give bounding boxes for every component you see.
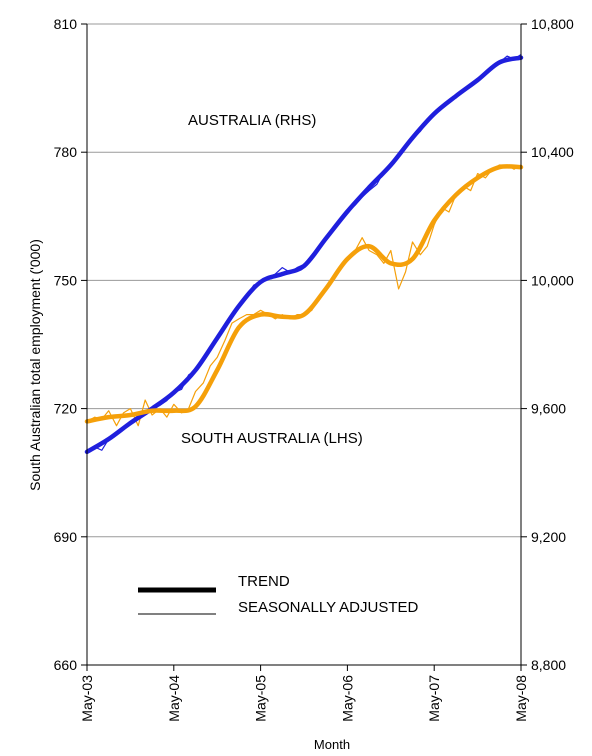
south-australia-seasonally-adjusted-line — [86, 164, 522, 427]
right-axis-tick-label: 9,600 — [531, 401, 566, 417]
left-axis-tick-label: 720 — [54, 401, 78, 417]
left-axis-tick-label: 810 — [54, 16, 78, 32]
gridlines — [87, 23, 521, 538]
x-axis-tick-label: May-07 — [426, 675, 442, 722]
south-australia-trend-line — [84, 164, 524, 424]
series-lines — [84, 53, 524, 455]
annotation-australia: AUSTRALIA (RHS) — [188, 112, 316, 129]
left-axis-tick-label: 750 — [54, 272, 78, 288]
left-axis-tick-label: 780 — [54, 144, 78, 160]
left-axis-tick-label: 660 — [54, 657, 78, 673]
right-axis-tick-label: 8,800 — [531, 657, 566, 673]
right-axis-tick-label: 9,200 — [531, 529, 566, 545]
annotation-south-australia: SOUTH AUSTRALIA (LHS) — [181, 430, 363, 447]
x-axis-label: Month — [314, 737, 350, 752]
x-axis-tick-label: May-04 — [166, 675, 182, 722]
x-axis-tick-label: May-06 — [339, 675, 355, 722]
right-axis-tick-label: 10,800 — [531, 16, 574, 32]
right-axis-tick-label: 10,400 — [531, 144, 574, 160]
x-axis-tick-label: May-05 — [253, 675, 269, 722]
legend-seasonally-adjusted-label: SEASONALLY ADJUSTED — [238, 599, 419, 616]
legend-trend-label: TREND — [238, 573, 290, 590]
x-axis-tick-label: May-03 — [79, 675, 95, 722]
australia-trend-line — [84, 55, 524, 455]
x-axis-tick-label: May-08 — [513, 675, 529, 722]
left-axis-tick-label: 690 — [54, 529, 78, 545]
right-axis-tick-label: 10,000 — [531, 272, 574, 288]
legend: TREND SEASONALLY ADJUSTED — [138, 573, 419, 616]
axes — [81, 23, 527, 671]
y-axis-label: South Australian total employment ('000) — [27, 239, 43, 491]
